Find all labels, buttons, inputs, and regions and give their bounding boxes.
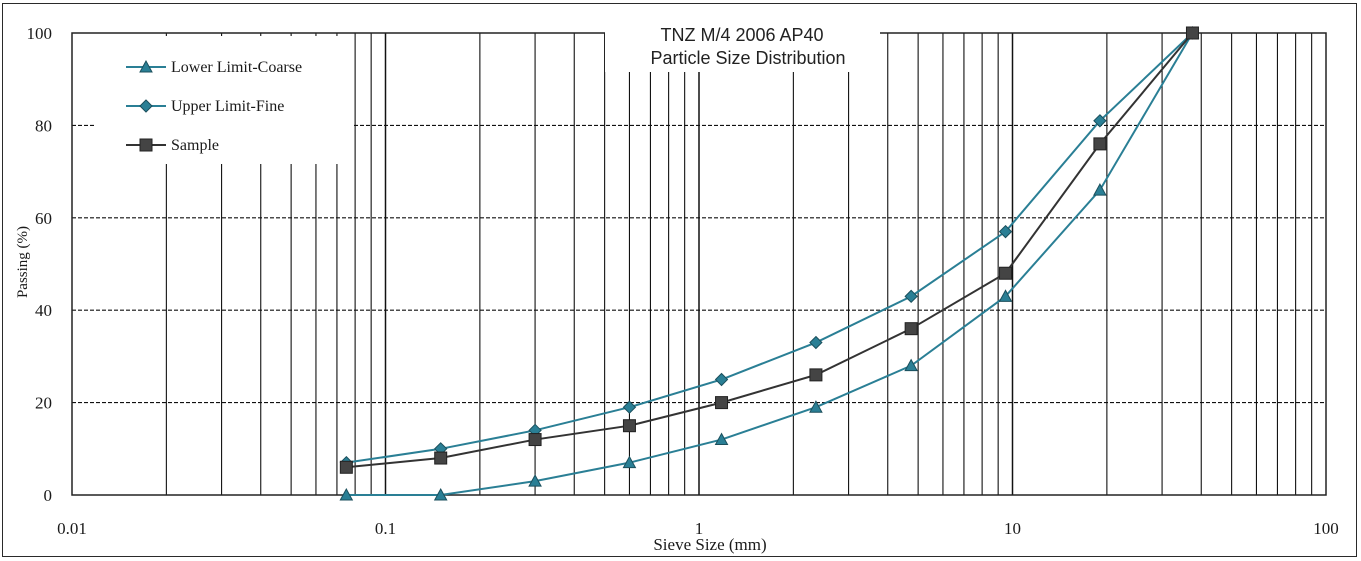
series-line bbox=[346, 32, 1194, 469]
y-tick-label: 0 bbox=[44, 486, 53, 505]
square-marker bbox=[1185, 26, 1199, 40]
legend-entry: Upper Limit-Fine bbox=[126, 98, 284, 115]
legend-background bbox=[96, 36, 354, 164]
square-marker bbox=[339, 460, 353, 474]
square-marker bbox=[1093, 137, 1107, 151]
chart-title: TNZ M/4 2006 AP40 bbox=[660, 25, 823, 45]
square-marker bbox=[434, 451, 448, 465]
diamond-marker bbox=[139, 99, 153, 113]
y-tick-label: 60 bbox=[35, 209, 52, 228]
diamond-marker bbox=[998, 224, 1013, 239]
triangle-marker bbox=[714, 432, 729, 446]
square-marker bbox=[904, 322, 918, 336]
chart-subtitle: Particle Size Distribution bbox=[650, 48, 845, 68]
triangle-marker bbox=[809, 400, 823, 413]
diamond-marker bbox=[809, 335, 823, 350]
grid-lines bbox=[72, 33, 1326, 495]
square-marker bbox=[528, 433, 542, 447]
triangle-marker bbox=[622, 455, 637, 469]
triangle-marker bbox=[339, 487, 354, 501]
legend-label: Sample bbox=[171, 137, 219, 154]
triangle-marker bbox=[1093, 183, 1107, 196]
y-tick-label: 100 bbox=[27, 24, 53, 43]
triangle-marker bbox=[433, 487, 448, 501]
diamond-marker bbox=[714, 372, 729, 387]
series-triangle bbox=[339, 25, 1200, 501]
y-tick-label: 40 bbox=[35, 301, 52, 320]
series-square bbox=[339, 26, 1199, 474]
legend-entry: Lower Limit-Coarse bbox=[126, 59, 302, 76]
x-tick-label: 100 bbox=[1313, 519, 1339, 538]
y-axis-title: Passing (%) bbox=[15, 226, 31, 298]
series-line bbox=[346, 32, 1194, 496]
triangle-marker bbox=[998, 289, 1013, 302]
legend-label: Lower Limit-Coarse bbox=[171, 59, 302, 76]
y-tick-label: 20 bbox=[35, 394, 52, 413]
x-tick-label: 0.1 bbox=[375, 519, 396, 538]
square-marker bbox=[139, 138, 153, 152]
triangle-marker bbox=[139, 59, 153, 73]
series-diamond bbox=[339, 26, 1200, 470]
x-axis-title: Sieve Size (mm) bbox=[653, 535, 766, 554]
chart-title-box: TNZ M/4 2006 AP40 Particle Size Distribu… bbox=[605, 20, 880, 72]
x-tick-label: 0.01 bbox=[57, 519, 87, 538]
square-marker bbox=[622, 419, 636, 433]
series-layer bbox=[339, 25, 1200, 501]
y-tick-label: 80 bbox=[35, 116, 52, 135]
series-line bbox=[346, 32, 1194, 464]
diamond-marker bbox=[1093, 114, 1107, 128]
legend-label: Upper Limit-Fine bbox=[171, 98, 284, 115]
x-tick-label: 10 bbox=[1004, 519, 1021, 538]
diamond-marker bbox=[904, 289, 918, 304]
legend: Lower Limit-Coarse Upper Limit-Fine Sample bbox=[96, 36, 354, 164]
square-marker bbox=[715, 396, 729, 410]
triangle-marker bbox=[528, 474, 542, 487]
x-tick-label: 1 bbox=[695, 519, 704, 538]
tick-labels: 0 20 40 60 80 100 0.01 0.1 1 10 100 bbox=[27, 24, 1339, 538]
square-marker bbox=[999, 266, 1013, 280]
legend-entry: Sample bbox=[126, 137, 219, 154]
square-marker bbox=[809, 368, 823, 382]
triangle-marker bbox=[904, 358, 918, 372]
diamond-marker bbox=[622, 400, 637, 414]
